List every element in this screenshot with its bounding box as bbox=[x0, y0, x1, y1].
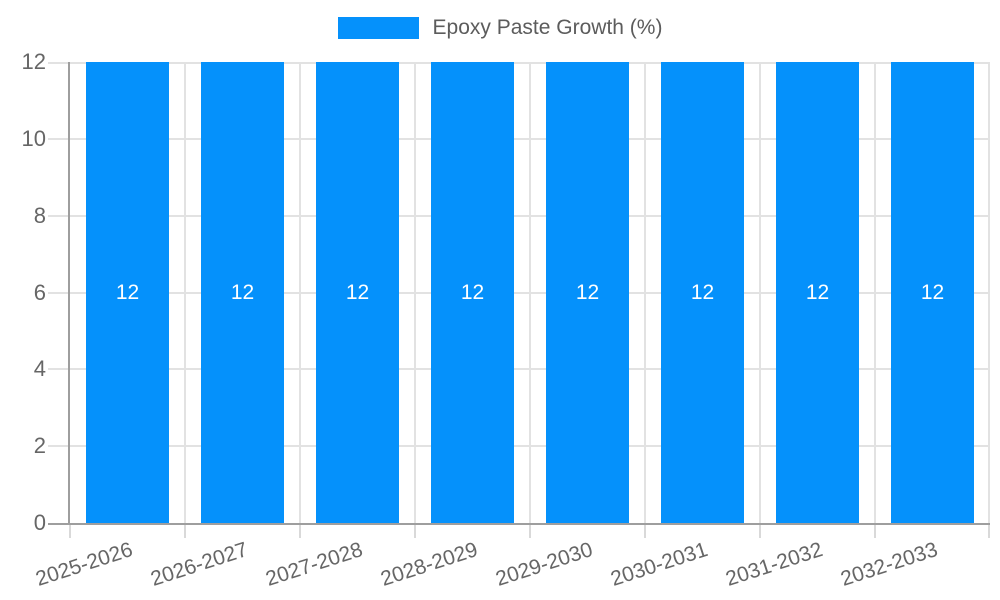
x-tick bbox=[874, 523, 876, 538]
x-tick-label: 2028-2029 bbox=[377, 538, 481, 591]
gridline-v bbox=[874, 62, 876, 523]
x-tick-label: 2027-2028 bbox=[262, 538, 366, 591]
x-tick-label: 2031-2032 bbox=[722, 538, 826, 591]
legend[interactable]: Epoxy Paste Growth (%) bbox=[0, 16, 1000, 40]
gridline-h bbox=[48, 62, 990, 64]
legend-label: Epoxy Paste Growth (%) bbox=[432, 16, 663, 39]
gridline-v bbox=[988, 62, 990, 523]
x-tick bbox=[644, 523, 646, 538]
bar-value-label: 12 bbox=[345, 280, 370, 304]
y-tick-label: 8 bbox=[33, 203, 46, 228]
x-tick bbox=[988, 523, 990, 538]
y-tick-label: 4 bbox=[33, 356, 46, 381]
plot-area: 12 12 12 12 12 12 12 12 bbox=[48, 62, 990, 538]
x-tick bbox=[414, 523, 416, 538]
y-tick-label: 10 bbox=[21, 126, 46, 151]
gridline-v bbox=[299, 62, 301, 523]
x-tick bbox=[759, 523, 761, 538]
bar[interactable]: 12 bbox=[431, 62, 514, 523]
bar[interactable]: 12 bbox=[546, 62, 629, 523]
gridline-v bbox=[759, 62, 761, 523]
gridline-v bbox=[414, 62, 416, 523]
y-tick-label: 6 bbox=[33, 280, 46, 305]
y-tick-label: 12 bbox=[21, 49, 46, 74]
y-axis-line bbox=[68, 62, 70, 523]
legend-swatch-icon bbox=[337, 17, 419, 39]
gridline-h bbox=[48, 368, 990, 370]
bar[interactable]: 12 bbox=[316, 62, 399, 523]
x-tick bbox=[299, 523, 301, 538]
x-tick-label: 2030-2031 bbox=[607, 538, 711, 591]
gridline-v bbox=[529, 62, 531, 523]
x-tick-label: 2026-2027 bbox=[147, 538, 251, 591]
bar-value-label: 12 bbox=[575, 280, 600, 304]
gridline-v bbox=[644, 62, 646, 523]
gridline-h bbox=[48, 215, 990, 217]
bar[interactable]: 12 bbox=[776, 62, 859, 523]
bar[interactable]: 12 bbox=[661, 62, 744, 523]
bar[interactable]: 12 bbox=[201, 62, 284, 523]
x-tick bbox=[529, 523, 531, 538]
x-axis-line bbox=[48, 523, 990, 525]
bar[interactable]: 12 bbox=[891, 62, 974, 523]
bar-value-label: 12 bbox=[230, 280, 255, 304]
bar-value-label: 12 bbox=[920, 280, 945, 304]
gridline-h bbox=[48, 445, 990, 447]
gridline-v bbox=[184, 62, 186, 523]
x-tick-label: 2029-2030 bbox=[492, 538, 596, 591]
bar[interactable]: 12 bbox=[86, 62, 169, 523]
x-tick bbox=[69, 523, 71, 538]
bar-value-label: 12 bbox=[460, 280, 485, 304]
gridline-h bbox=[48, 292, 990, 294]
bar-value-label: 12 bbox=[805, 280, 830, 304]
bar-value-label: 12 bbox=[690, 280, 715, 304]
y-tick-label: 0 bbox=[33, 510, 46, 535]
x-tick-label: 2025-2026 bbox=[32, 538, 136, 591]
bar-value-label: 12 bbox=[115, 280, 140, 304]
x-tick-label: 2032-2033 bbox=[837, 538, 941, 591]
gridline-h bbox=[48, 138, 990, 140]
y-tick-label: 2 bbox=[33, 433, 46, 458]
x-tick bbox=[184, 523, 186, 538]
